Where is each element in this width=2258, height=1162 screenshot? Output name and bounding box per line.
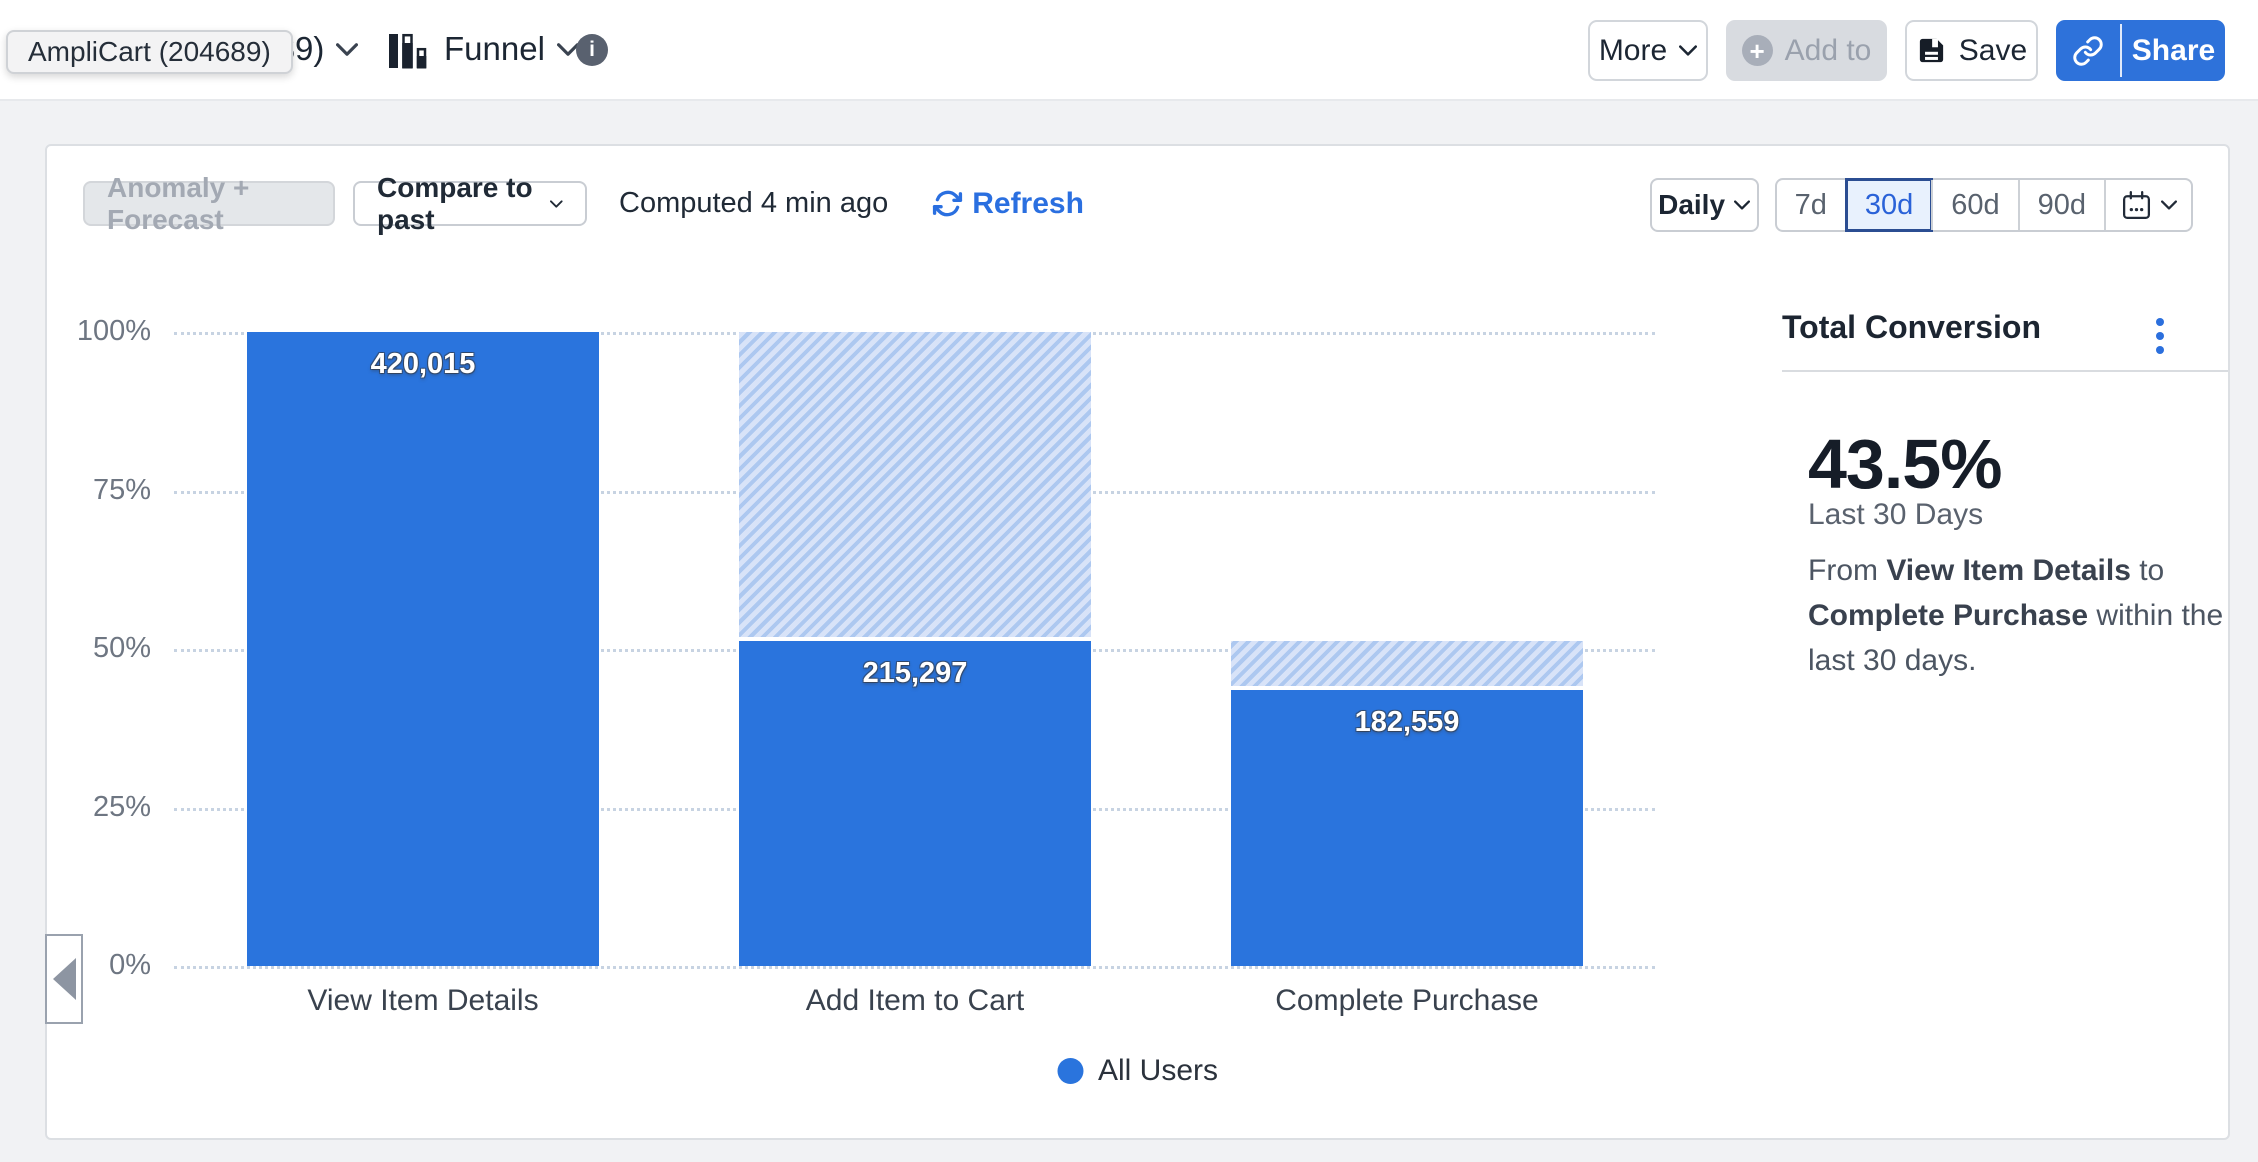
anomaly-forecast-button[interactable]: Anomaly + Forecast <box>83 172 335 235</box>
dropoff-hatch-segment <box>1231 641 1583 687</box>
chevron-down-icon <box>2161 200 2177 210</box>
refresh-button[interactable]: Refresh <box>932 187 1084 221</box>
save-label: Save <box>1958 33 2028 67</box>
bar-value-label: 215,297 <box>862 657 968 690</box>
add-to-label: Add to <box>1784 33 1872 67</box>
y-tick-label: 25% <box>92 790 151 823</box>
x-axis-label: Complete Purchase <box>1275 984 1539 1017</box>
legend-item[interactable]: All Users <box>1056 1054 1219 1088</box>
converted-segment: 215,297 <box>739 641 1091 966</box>
conversion-description: From View Item Details to Complete Purch… <box>1808 554 2224 677</box>
y-tick-label: 75% <box>92 473 151 506</box>
panel-title: Total Conversion <box>1782 309 2041 345</box>
project-tooltip: AmpliCart (204689) <box>6 30 293 74</box>
y-tick-label: 100% <box>76 315 151 347</box>
compare-to-past-button[interactable]: Compare to past <box>353 172 587 235</box>
collapse-panel-button[interactable] <box>45 934 83 1024</box>
chevron-down-icon <box>336 42 359 56</box>
chart-type-label: Funnel <box>444 30 545 67</box>
topbar-actions: More + Add to Save <box>1588 20 2225 81</box>
calendar-icon <box>2122 190 2151 219</box>
y-tick-label: 50% <box>92 632 151 664</box>
link-icon <box>2073 35 2103 66</box>
conversion-value: 43.5% <box>1808 425 2002 503</box>
legend-label: All Users <box>1097 1054 1219 1087</box>
legend-dot-icon <box>1056 1058 1083 1084</box>
range-7d[interactable]: 7d <box>1794 188 1827 221</box>
refresh-icon <box>933 190 963 217</box>
top-bar: 4689) Funnel i AmpliCart (204689) More +… <box>0 0 2258 101</box>
anomaly-forecast-label: Anomaly + Forecast <box>107 171 250 235</box>
x-axis-label: Add Item to Cart <box>805 984 1025 1017</box>
range-60d[interactable]: 60d <box>1931 180 2017 230</box>
funnel-chart-icon <box>388 33 428 69</box>
save-icon <box>1919 38 1943 63</box>
more-button[interactable]: More <box>1588 20 1708 81</box>
chevron-down-icon <box>556 42 579 56</box>
range-90d[interactable]: 90d <box>2017 180 2104 230</box>
funnel-bar-2[interactable]: 215,297 <box>739 332 1091 966</box>
panel-divider <box>1782 370 2228 372</box>
interval-label: Daily <box>1658 189 1726 220</box>
bar-value-label: 182,559 <box>1354 706 1460 739</box>
triangle-left-icon <box>52 958 76 1000</box>
total-conversion-panel: Total Conversion 43.5% Last 30 Days From… <box>1782 146 2230 1138</box>
card-toolbar-right: Daily 7d 30d 60d 90d <box>1649 178 2193 232</box>
converted-segment: 182,559 <box>1231 690 1583 966</box>
converted-segment: 420,015 <box>247 332 599 966</box>
chart-legend: All Users <box>1056 1054 1219 1088</box>
x-axis-label: View Item Details <box>307 984 539 1017</box>
chart-card: Anomaly + Forecast Compare to past Compu… <box>45 144 2230 1140</box>
share-label: Share <box>2131 33 2216 67</box>
gridline <box>174 966 1655 969</box>
copy-link-button[interactable] <box>2056 20 2120 81</box>
conversion-period: Last 30 Days <box>1808 498 1984 531</box>
share-split-button: Share <box>2056 20 2225 81</box>
date-range-segmented-control: 7d 30d 60d 90d <box>1774 178 2193 232</box>
funnel-bar-1[interactable]: 420,015 <box>247 332 599 966</box>
chevron-down-icon <box>1734 200 1751 210</box>
card-toolbar-left: Anomaly + Forecast Compare to past Compu… <box>83 172 1084 235</box>
bar-value-label: 420,015 <box>370 348 476 380</box>
dropoff-hatch-segment <box>739 332 1091 637</box>
computed-status-text: Computed 4 min ago <box>619 187 889 219</box>
share-divider <box>2120 24 2122 77</box>
interval-dropdown[interactable]: Daily <box>1649 178 1759 232</box>
save-button[interactable]: Save <box>1905 20 2038 81</box>
chevron-down-icon <box>1679 45 1698 56</box>
chevron-down-icon <box>550 199 563 208</box>
more-label: More <box>1598 33 1668 67</box>
y-tick-label: 0% <box>109 949 151 981</box>
chart-type-dropdown[interactable]: Funnel <box>444 30 579 68</box>
range-30d[interactable]: 30d <box>1844 178 1934 232</box>
funnel-bar-3[interactable]: 182,559 <box>1231 332 1583 966</box>
calendar-range-button[interactable] <box>2104 180 2191 230</box>
compare-to-past-label: Compare to past <box>377 171 533 235</box>
refresh-label: Refresh <box>972 186 1084 220</box>
funnel-plot-area: 420,015 215,297 182,559 <box>174 332 1655 969</box>
add-to-button[interactable]: + Add to <box>1726 20 1887 81</box>
kebab-menu-icon[interactable] <box>2152 314 2168 358</box>
info-icon[interactable]: i <box>576 34 608 66</box>
share-button[interactable]: Share <box>2122 20 2225 81</box>
plus-circle-icon: + <box>1741 35 1773 66</box>
